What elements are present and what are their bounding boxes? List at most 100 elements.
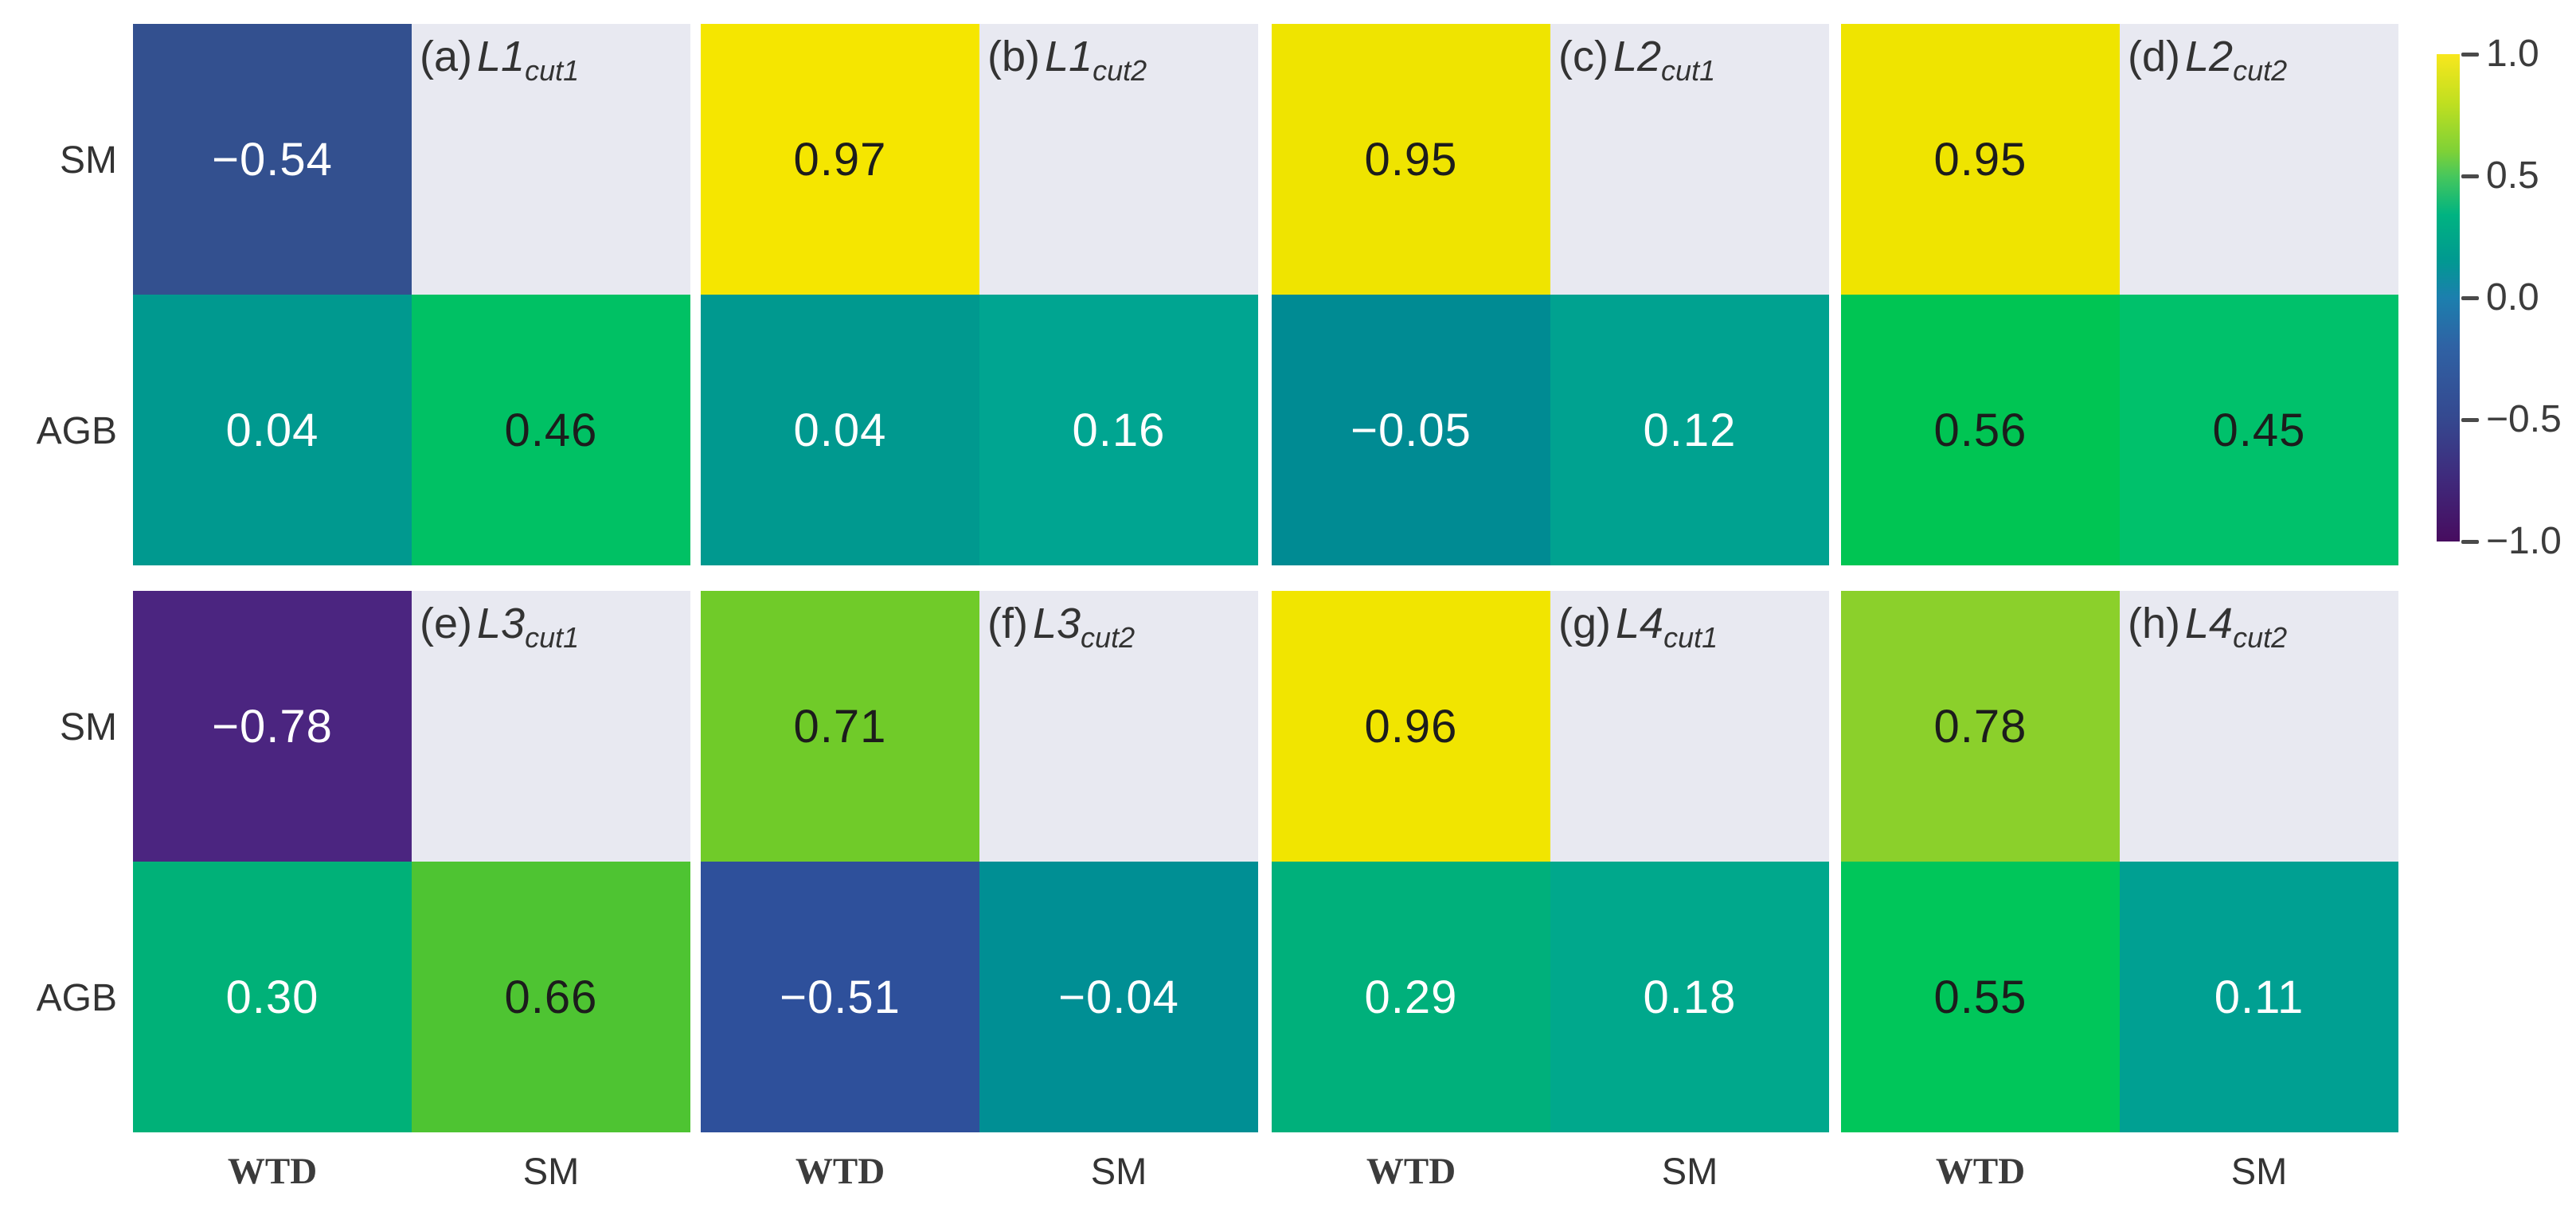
cell-value: 0.71 xyxy=(793,700,887,753)
heatmap-cell-SM-WTD: 0.95 xyxy=(1272,24,1550,295)
colorbar-tick-label: −1.0 xyxy=(2486,520,2562,562)
panel-title-subscript: cut2 xyxy=(1081,621,1136,654)
heatmap-cell-SM-WTD: 0.71 xyxy=(701,591,979,862)
heatmap-cell-AGB-WTD: 0.56 xyxy=(1841,295,2120,565)
panel-title-site: L1 xyxy=(1045,33,1093,80)
masked-cell xyxy=(2120,591,2398,862)
cell-value: 0.12 xyxy=(1643,404,1737,456)
panel-title: (h) L4cut2 xyxy=(2128,600,2287,654)
panel-title: (a) L1cut1 xyxy=(420,33,579,87)
cell-value: −0.05 xyxy=(1351,404,1472,456)
heatmap-panel-h: 0.78 0.55 0.11 (h) L4cut2 WTD SM xyxy=(1841,591,2398,1192)
heatmap-panel-f: 0.71 −0.51 −0.04 (f) L3cut2 WTD SM xyxy=(701,591,1258,1192)
colorbar-gradient xyxy=(2437,54,2460,541)
x-axis-label-WTD: WTD xyxy=(795,1151,885,1192)
heatmap-cell-AGB-SM: −0.04 xyxy=(979,862,1258,1132)
cell-value: 0.66 xyxy=(504,971,598,1023)
heatmap-cell-SM-WTD: −0.54 xyxy=(133,24,412,295)
heatmap-cell-AGB-WTD: 0.04 xyxy=(133,295,412,565)
cell-value: 0.45 xyxy=(2212,404,2306,456)
colorbar-tick xyxy=(2461,418,2479,422)
panel-title: (b) L1cut2 xyxy=(987,33,1147,87)
panel-title-subscript: cut1 xyxy=(525,54,580,87)
cell-value: −0.54 xyxy=(212,133,333,186)
colorbar-tick xyxy=(2461,540,2479,544)
cell-value: 0.30 xyxy=(225,971,319,1023)
panel-title: (d) L2cut2 xyxy=(2128,33,2287,87)
heatmap-cell-AGB-SM: 0.16 xyxy=(979,295,1258,565)
heatmap-panel-a: −0.54 0.04 0.46 (a) L1cut1 SM AGB xyxy=(37,24,690,565)
panel-title-subscript: cut2 xyxy=(2233,54,2288,87)
y-axis-label-AGB: AGB xyxy=(36,977,117,1019)
cell-value: 0.46 xyxy=(504,404,598,456)
x-axis-label-SM: SM xyxy=(2230,1150,2288,1192)
heatmap-cell-AGB-SM: 0.18 xyxy=(1550,862,1829,1132)
cell-value: 0.04 xyxy=(225,404,319,456)
colorbar-tick-label: 0.0 xyxy=(2486,276,2539,319)
cell-value: 0.18 xyxy=(1643,971,1737,1023)
heatmap-cell-SM-WTD: 0.78 xyxy=(1841,591,2120,862)
cell-value: 0.04 xyxy=(793,404,887,456)
cell-value: 0.29 xyxy=(1364,971,1458,1023)
panel-title-prefix: (h) xyxy=(2128,600,2180,647)
heatmap-cell-SM-WTD: −0.78 xyxy=(133,591,412,862)
panel-title-site: L2 xyxy=(1612,33,1662,80)
cell-value: 0.97 xyxy=(793,133,887,186)
heatmap-cell-AGB-SM: 0.46 xyxy=(412,295,690,565)
heatmap-panel-b: 0.97 0.04 0.16 (b) L1cut2 xyxy=(701,24,1258,565)
cell-value: 0.95 xyxy=(1364,133,1458,186)
y-axis-label-SM: SM xyxy=(60,706,117,749)
panel-title-prefix: (f) xyxy=(987,600,1028,647)
panel-title-prefix: (c) xyxy=(1558,33,1609,80)
colorbar-tick-label: −0.5 xyxy=(2486,398,2562,440)
colorbar-tick-label: 0.5 xyxy=(2486,154,2539,197)
cell-value: 0.11 xyxy=(2214,971,2304,1023)
panel-title-prefix: (g) xyxy=(1558,600,1611,647)
panel-title-prefix: (d) xyxy=(2128,33,2180,80)
y-axis-label-SM: SM xyxy=(60,139,117,182)
x-axis-label-SM: SM xyxy=(522,1150,580,1192)
heatmap-cell-SM-WTD: 0.97 xyxy=(701,24,979,295)
masked-cell xyxy=(979,591,1258,862)
panel-title-subscript: cut2 xyxy=(1093,54,1147,87)
panel-title: (c) L2cut1 xyxy=(1558,33,1715,87)
colorbar-tick xyxy=(2461,296,2479,300)
heatmap-cell-AGB-SM: 0.11 xyxy=(2120,862,2398,1132)
colorbar-tick-label: 1.0 xyxy=(2486,33,2539,75)
masked-cell xyxy=(2120,24,2398,295)
heatmap-panel-c: 0.95 −0.05 0.12 (c) L2cut1 xyxy=(1272,24,1829,565)
heatmap-panel-e: −0.78 0.30 0.66 (e) L3cut1 SM AGB WTD SM xyxy=(37,591,690,1192)
heatmap-panel-d: 0.95 0.56 0.45 (d) L2cut2 xyxy=(1841,24,2398,565)
cell-value: 0.96 xyxy=(1364,700,1458,753)
cell-value: −0.78 xyxy=(212,700,333,753)
panel-title-prefix: (a) xyxy=(420,33,472,80)
panel-title-prefix: (e) xyxy=(420,600,472,647)
panel-title-site: L1 xyxy=(477,33,526,80)
panel-title-prefix: (b) xyxy=(987,33,1040,80)
heatmap-cell-AGB-WTD: −0.51 xyxy=(701,862,979,1132)
panel-title-site: L4 xyxy=(1616,600,1664,647)
panel-title: (g) L4cut1 xyxy=(1558,600,1718,654)
panel-title: (e) L3cut1 xyxy=(420,600,579,654)
x-axis-label-WTD: WTD xyxy=(1935,1151,2026,1192)
heatmap-cell-AGB-SM: 0.45 xyxy=(2120,295,2398,565)
panel-title-subscript: cut1 xyxy=(1663,621,1718,654)
masked-cell xyxy=(412,24,690,295)
cell-value: 0.56 xyxy=(1933,404,2027,456)
heatmap-cell-AGB-WTD: 0.04 xyxy=(701,295,979,565)
panel-title-site: L4 xyxy=(2185,600,2234,647)
panel-title: (f) L3cut2 xyxy=(987,600,1135,654)
heatmap-cell-AGB-SM: 0.12 xyxy=(1550,295,1829,565)
panel-title-site: L3 xyxy=(1032,600,1081,647)
masked-cell xyxy=(1550,24,1829,295)
panel-title-site: L3 xyxy=(477,600,526,647)
x-axis-label-WTD: WTD xyxy=(1366,1151,1456,1192)
masked-cell xyxy=(1550,591,1829,862)
cell-value: 0.95 xyxy=(1933,133,2027,186)
cell-value: −0.51 xyxy=(780,971,901,1023)
x-axis-label-WTD: WTD xyxy=(227,1151,318,1192)
heatmap-cell-AGB-WTD: 0.55 xyxy=(1841,862,2120,1132)
heatmap-cell-AGB-WTD: −0.05 xyxy=(1272,295,1550,565)
heatmap-cell-AGB-SM: 0.66 xyxy=(412,862,690,1132)
cell-value: 0.55 xyxy=(1933,971,2027,1023)
